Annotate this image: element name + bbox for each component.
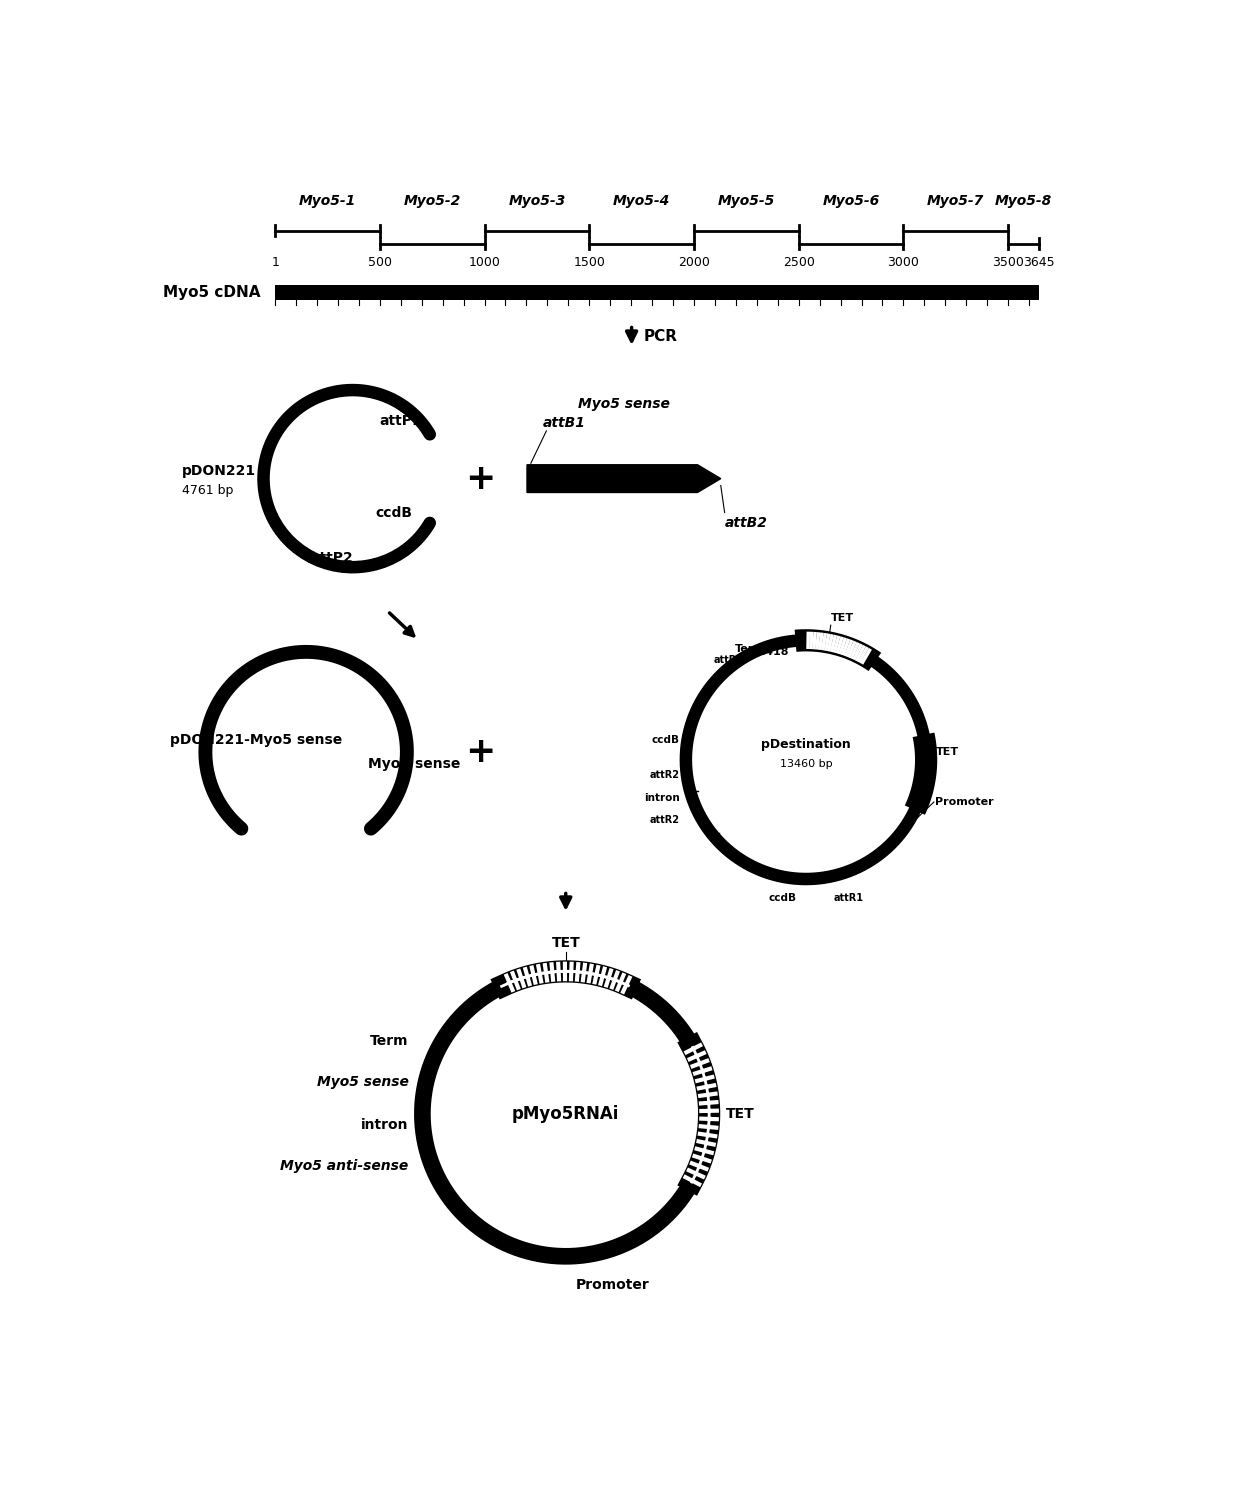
Text: Promoter: Promoter (935, 796, 994, 807)
Text: 3500: 3500 (992, 256, 1024, 269)
Text: Myo5 cDNA: Myo5 cDNA (162, 285, 260, 300)
Text: attP1: attP1 (379, 415, 423, 428)
Polygon shape (527, 465, 720, 492)
Text: attR2: attR2 (650, 770, 680, 780)
Text: attR1: attR1 (833, 893, 863, 903)
Text: attP2: attP2 (310, 551, 352, 565)
Text: G418: G418 (756, 646, 789, 657)
Text: 2500: 2500 (782, 256, 815, 269)
Text: ccdB: ccdB (769, 893, 797, 903)
Text: 3645: 3645 (1023, 256, 1054, 269)
Text: Myo5-4: Myo5-4 (613, 193, 671, 208)
Text: pDestination: pDestination (761, 737, 851, 750)
Text: intron: intron (644, 794, 680, 802)
Text: Myo5 sense: Myo5 sense (578, 397, 670, 410)
Text: Myo5 sense: Myo5 sense (368, 756, 460, 771)
Text: Myo5-6: Myo5-6 (822, 193, 879, 208)
Text: +: + (465, 462, 496, 496)
Text: Myo5-5: Myo5-5 (718, 193, 775, 208)
Text: pDON221: pDON221 (182, 464, 257, 478)
Text: 1000: 1000 (469, 256, 501, 269)
Text: 1500: 1500 (573, 256, 605, 269)
Text: 500: 500 (368, 256, 392, 269)
Text: pDON221-Myo5 sense: pDON221-Myo5 sense (171, 734, 342, 747)
Text: ccdB: ccdB (652, 736, 680, 746)
Text: 3000: 3000 (888, 256, 919, 269)
Text: 4761 bp: 4761 bp (182, 483, 233, 496)
Text: 2000: 2000 (678, 256, 711, 269)
Bar (275, 285, 1039, 300)
Text: attR1: attR1 (713, 655, 744, 666)
Text: ccdB: ccdB (376, 507, 413, 520)
Text: 1: 1 (272, 256, 279, 269)
Text: Myo5 anti-sense: Myo5 anti-sense (280, 1159, 408, 1174)
Text: Myo5-3: Myo5-3 (508, 193, 565, 208)
Text: intron: intron (361, 1119, 408, 1132)
Text: attR2: attR2 (650, 814, 680, 825)
Text: TET: TET (552, 936, 580, 950)
Text: Term: Term (735, 645, 766, 654)
Text: Myo5-2: Myo5-2 (403, 193, 461, 208)
Text: +: + (465, 736, 496, 768)
Text: 13460 bp: 13460 bp (780, 758, 832, 768)
Text: attB1: attB1 (543, 416, 585, 429)
Text: attB2: attB2 (724, 516, 768, 529)
Text: Term: Term (370, 1034, 408, 1048)
Text: TET: TET (831, 612, 854, 623)
Text: Myo5 sense: Myo5 sense (316, 1074, 408, 1089)
Text: Myo5-8: Myo5-8 (994, 193, 1052, 208)
Text: TET: TET (935, 747, 959, 756)
Text: Myo5-7: Myo5-7 (928, 193, 985, 208)
Text: TET: TET (727, 1107, 755, 1120)
Text: pMyo5RNAi: pMyo5RNAi (512, 1106, 620, 1123)
Text: Promoter: Promoter (575, 1278, 649, 1291)
Text: PCR: PCR (644, 328, 677, 343)
Text: Myo5-1: Myo5-1 (299, 193, 356, 208)
